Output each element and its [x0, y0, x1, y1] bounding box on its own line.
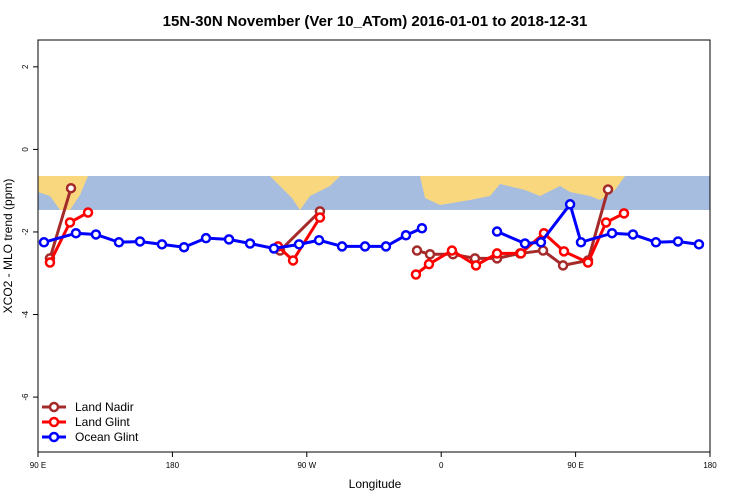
x-tick-label: 180	[166, 461, 180, 470]
series-point	[416, 222, 428, 234]
series-point	[314, 212, 326, 223]
series-line	[48, 187, 73, 259]
series-point	[575, 237, 587, 248]
series-point	[44, 257, 56, 268]
legend-point	[48, 401, 60, 413]
x-tick-label: 90 W	[297, 461, 316, 470]
x-axis-label: Longitude	[349, 477, 402, 491]
series-point	[491, 226, 503, 237]
series-point	[491, 248, 503, 259]
series-point	[113, 237, 125, 248]
series-point	[38, 237, 50, 248]
series-point	[446, 245, 458, 256]
series-point	[268, 243, 280, 254]
chart-title: 15N-30N November (Ver 10_ATom) 2016-01-0…	[163, 13, 588, 30]
series-point	[600, 217, 612, 228]
series-point	[557, 260, 569, 271]
series-point	[244, 238, 256, 249]
series-point	[602, 184, 614, 195]
series-point	[537, 245, 549, 256]
series-point	[359, 241, 371, 252]
series-point	[693, 239, 705, 250]
series-point	[64, 217, 76, 228]
plot-frame	[37, 39, 711, 453]
y-tick-label: -2	[21, 228, 30, 236]
y-tick-label: 2	[21, 64, 30, 69]
y-tick-label: -4	[21, 310, 30, 318]
series-point	[618, 208, 630, 219]
series-point	[627, 229, 639, 240]
series-point	[400, 230, 412, 241]
series-point	[65, 182, 77, 194]
series-line	[279, 210, 321, 252]
map-strip	[38, 176, 710, 210]
series-point	[411, 245, 423, 256]
series-point	[672, 236, 684, 247]
series-point	[515, 248, 527, 259]
legend-label: Land Nadir	[75, 400, 134, 414]
series-point	[200, 232, 212, 244]
series-point	[558, 246, 570, 257]
legend-point	[48, 431, 60, 443]
x-tick-label: 90 E	[567, 461, 583, 470]
series-point	[156, 239, 168, 250]
x-tick-label: 90 E	[30, 461, 46, 470]
x-tick-label: 0	[439, 461, 444, 470]
series-point	[223, 234, 235, 245]
legend-point	[48, 416, 60, 428]
x-tick-label: 180	[703, 461, 717, 470]
series-line	[276, 216, 322, 263]
legend-label: Land Glint	[75, 415, 130, 429]
series-point	[336, 241, 348, 252]
series-line	[416, 189, 610, 268]
series-point	[564, 199, 576, 210]
series-point	[470, 260, 482, 271]
legend-label: Ocean Glint	[75, 430, 139, 444]
series-point	[293, 239, 305, 250]
series-point	[424, 249, 436, 260]
y-axis-label: XCO2 - MLO trend (ppm)	[1, 179, 15, 314]
series-point	[535, 237, 547, 248]
series-point	[313, 234, 325, 246]
series-point	[287, 255, 299, 266]
y-tick-label: 0	[21, 147, 30, 152]
series-point	[178, 241, 190, 253]
series-point	[606, 227, 618, 239]
series-line	[496, 201, 700, 246]
series-point	[90, 229, 102, 240]
y-tick-label: -6	[21, 393, 30, 401]
series-point	[582, 257, 594, 268]
series-point	[650, 237, 662, 248]
series-point	[82, 207, 94, 218]
series-point	[423, 258, 435, 270]
series-point	[410, 269, 422, 280]
series-point	[380, 241, 392, 252]
series-point	[70, 227, 82, 239]
series-point	[134, 236, 146, 247]
series-point	[519, 238, 531, 249]
